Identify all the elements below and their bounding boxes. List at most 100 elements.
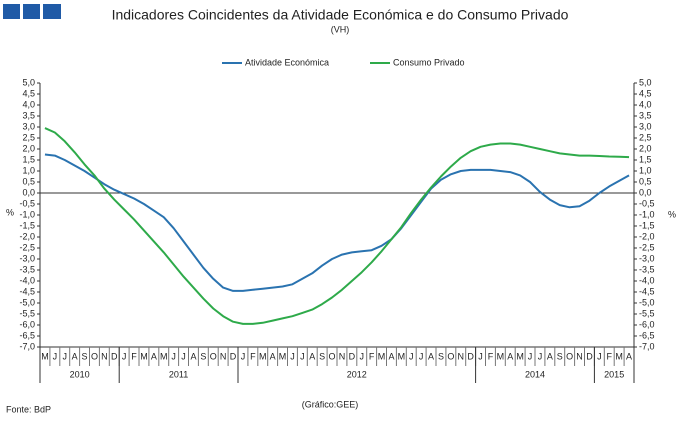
y-tick-label: 3,0 [22,121,35,131]
y2-tick-label: -4,0 [639,275,655,285]
x-tick-label: S [557,351,563,361]
x-tick-label: S [200,351,206,361]
y2-tick-label: -6,0 [639,319,655,329]
y-tick-label: -1,0 [19,209,35,219]
y-tick-label: -4,5 [19,286,35,296]
y-tick-label: -6,0 [19,319,35,329]
x-tick-label: M [398,351,406,361]
x-tick-label: A [547,351,553,361]
x-tick-label: A [72,351,78,361]
year-label: 2011 [169,369,188,379]
credit: (Gráfico:GEE) [302,399,359,409]
y-tick-label: 4,0 [22,99,35,109]
x-tick-label: J [181,351,186,361]
y2-tick-label: 5,0 [639,77,652,87]
year-label: 2015 [604,369,624,379]
x-tick-label: N [339,351,346,361]
y2-tick-label: -3,0 [639,253,655,263]
x-tick-label: A [270,351,276,361]
x-tick-label: D [230,351,237,361]
x-tick-label: A [388,351,394,361]
y-tick-label: 3,5 [22,110,35,120]
y-tick-label: 0,5 [22,176,35,186]
x-tick-label: A [309,351,315,361]
x-tick-label: O [566,351,573,361]
y-tick-label: -2,5 [19,242,35,252]
x-tick-label: M [279,351,287,361]
y-tick-label: 4,5 [22,88,35,98]
x-tick-label: D [111,351,118,361]
x-tick-label: J [419,351,424,361]
x-tick-label: J [122,351,127,361]
x-tick-label: M [516,351,524,361]
x-tick-label: J [241,351,246,361]
y-tick-label: 2,0 [22,143,35,153]
x-tick-label: J [528,351,533,361]
x-tick-label: J [290,351,295,361]
y-tick-label: -2,0 [19,231,35,241]
y2-tick-label: -0,5 [639,198,655,208]
y-tick-label: 2,5 [22,132,35,142]
x-tick-label: D [467,351,474,361]
x-tick-label: F [488,351,494,361]
x-tick-label: O [329,351,336,361]
y-tick-label: -6,5 [19,330,35,340]
y-axis-label: % [6,207,14,217]
x-tick-label: J [538,351,543,361]
x-tick-label: J [63,351,68,361]
year-label: 2012 [347,369,367,379]
logo-square [23,4,40,19]
x-tick-label: S [319,351,325,361]
x-tick-label: J [171,351,176,361]
x-tick-label: M [615,351,623,361]
x-tick-label: F [369,351,375,361]
x-tick-label: J [409,351,414,361]
y2-tick-label: -2,5 [639,242,655,252]
x-tick-label: S [438,351,444,361]
source: Fonte: BdP [6,404,51,414]
y2-tick-label: 0,0 [639,187,652,197]
y2-tick-label: 4,0 [639,99,652,109]
chart-subtitle: (VH) [331,24,350,34]
y2-tick-label: -1,0 [639,209,655,219]
y-tick-label: -3,0 [19,253,35,263]
y2-tick-label: 0,5 [639,176,652,186]
y2-tick-label: -4,5 [639,286,655,296]
x-tick-label: D [349,351,356,361]
y-tick-label: -4,0 [19,275,35,285]
legend-label: Consumo Privado [393,57,465,67]
y-tick-label: -3,5 [19,264,35,274]
y2-tick-label: -6,5 [639,330,655,340]
x-tick-label: M [259,351,267,361]
x-tick-label: A [626,351,632,361]
x-tick-label: O [210,351,217,361]
y2-tick-label: 2,5 [639,132,652,142]
y-tick-label: -5,5 [19,308,35,318]
y-tick-label: 5,0 [22,77,35,87]
x-tick-label: S [82,351,88,361]
series-line [44,153,630,292]
x-tick-label: J [53,351,58,361]
y-tick-label: -7,0 [19,341,35,351]
y2-tick-label: 1,0 [639,165,652,175]
x-tick-label: O [91,351,98,361]
x-tick-label: A [428,351,434,361]
y-tick-label: -1,5 [19,220,35,230]
x-tick-label: F [131,351,137,361]
chart-title: Indicadores Coincidentes da Atividade Ec… [112,7,569,23]
y2-tick-label: -3,5 [639,264,655,274]
x-tick-label: N [458,351,465,361]
x-tick-label: A [190,351,196,361]
logo-square [3,4,20,19]
y-tick-label: -5,0 [19,297,35,307]
x-tick-label: D [586,351,593,361]
x-tick-label: J [360,351,365,361]
y2-tick-label: -5,5 [639,308,655,318]
y2-tick-label: 4,5 [639,88,652,98]
y2-tick-label: -2,0 [639,231,655,241]
y-tick-label: -0,5 [19,198,35,208]
legend-label: Atividade Económica [245,57,329,67]
y2-tick-label: 2,0 [639,143,652,153]
x-tick-label: N [101,351,108,361]
x-tick-label: O [447,351,454,361]
